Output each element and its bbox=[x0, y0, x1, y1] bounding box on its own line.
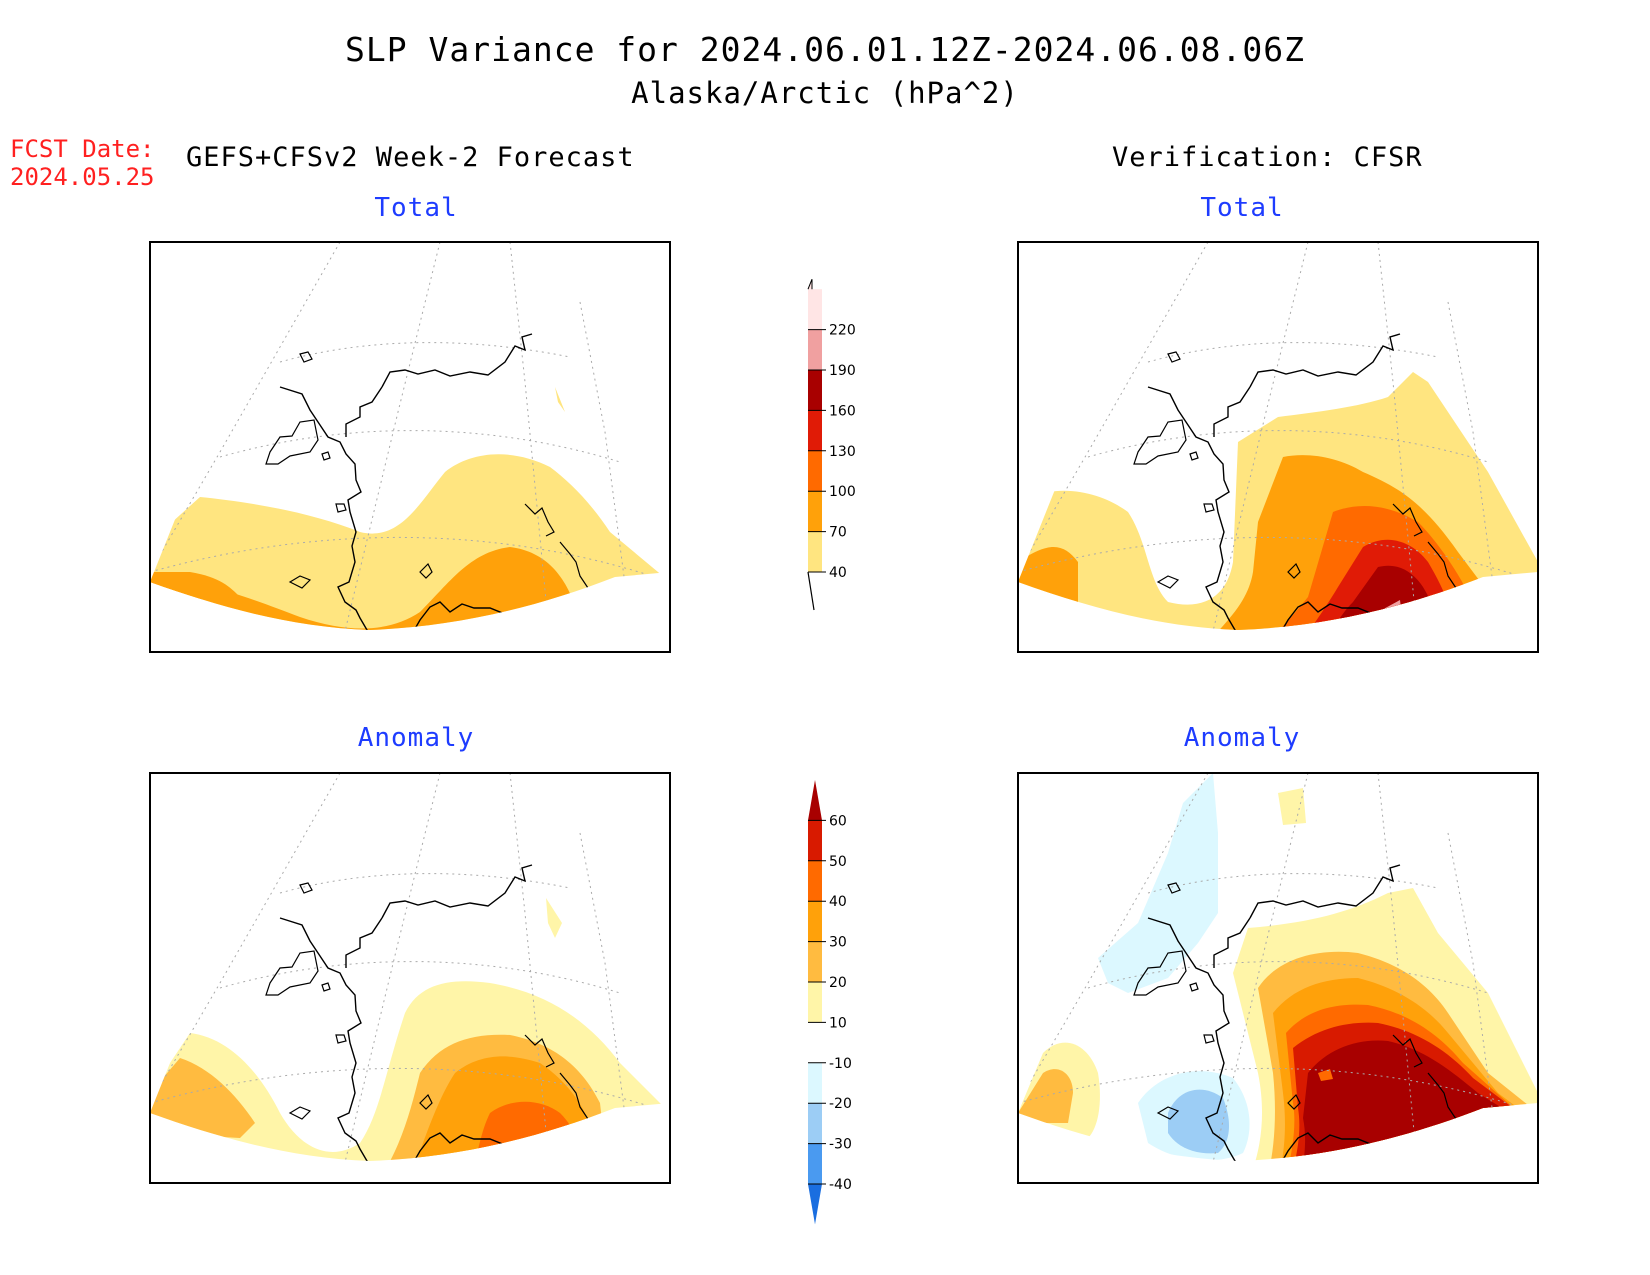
colorbar-tick-label: 220 bbox=[829, 323, 856, 339]
colorbar-segment bbox=[808, 1143, 822, 1184]
colorbar-tick-label: 60 bbox=[829, 813, 847, 829]
panel-frame bbox=[149, 241, 671, 653]
colorbar-segment bbox=[808, 491, 822, 532]
colorbar-segment bbox=[808, 329, 822, 370]
colorbar-total: 40 70 100 130 160 190 220 bbox=[807, 279, 856, 611]
subtitle-bottom-left: Anomaly bbox=[357, 723, 475, 753]
colorbar-upper-tip bbox=[807, 279, 813, 290]
colorbar-tick-label: -30 bbox=[829, 1137, 852, 1153]
colorbar-segment bbox=[808, 901, 822, 942]
colorbar-segment bbox=[808, 410, 822, 451]
subtitle-bottom-right: Anomaly bbox=[1183, 723, 1301, 753]
map-panel-verification-anomaly bbox=[1017, 772, 1539, 1184]
colorbar-segment bbox=[808, 450, 822, 492]
subtitle-top-left: Total bbox=[374, 193, 458, 223]
colorbar-tick-label: 130 bbox=[829, 444, 856, 460]
colorbar-tick-label: 100 bbox=[829, 484, 856, 500]
panel-frame bbox=[1017, 772, 1539, 1184]
colorbar-tick-label: 40 bbox=[829, 894, 847, 910]
colorbar-tick-label: 20 bbox=[829, 975, 847, 991]
verification-header: Verification: CFSR bbox=[1112, 142, 1423, 173]
colorbar-upper-arrow bbox=[808, 780, 822, 821]
colorbar-tick-label: -10 bbox=[829, 1056, 852, 1072]
colorbar-segment bbox=[808, 1062, 822, 1104]
colorbar-tick-label: 70 bbox=[829, 525, 847, 541]
figure-title-line2: Alaska/Arctic (hPa^2) bbox=[631, 76, 1019, 110]
colorbar-tick-label: 160 bbox=[829, 403, 856, 419]
colorbar-segment bbox=[808, 820, 822, 861]
forecast-header: GEFS+CFSv2 Week-2 Forecast bbox=[186, 142, 635, 173]
colorbar-segment bbox=[808, 1103, 822, 1144]
colorbar-segment bbox=[808, 982, 822, 1023]
colorbar-tick-label: -40 bbox=[829, 1177, 852, 1193]
colorbar-tick-label: 190 bbox=[829, 363, 856, 379]
colorbar-tick-label: 30 bbox=[829, 935, 847, 951]
fcst-date-label: FCST Date: bbox=[10, 135, 155, 163]
map-panel-verification-total bbox=[1017, 241, 1539, 653]
colorbar-lower-arrow bbox=[808, 1184, 822, 1225]
colorbar-segment bbox=[808, 531, 822, 572]
figure-title-line1: SLP Variance for 2024.06.01.12Z-2024.06.… bbox=[345, 30, 1305, 69]
colorbar-tick-label: 40 bbox=[829, 565, 847, 581]
colorbar-anomaly: -40 -30 -20 -10 10 20 30 40 50 60 bbox=[808, 780, 852, 1225]
colorbar-segment bbox=[808, 860, 822, 902]
colorbar-segment bbox=[808, 1022, 822, 1063]
map-panel-forecast-total bbox=[149, 241, 671, 653]
colorbar-tick-label: 50 bbox=[829, 854, 847, 870]
colorbar-tick-label: 10 bbox=[829, 1015, 847, 1031]
fcst-date-value: 2024.05.25 bbox=[10, 163, 155, 191]
colorbar-lower-tail bbox=[807, 571, 815, 611]
subtitle-top-right: Total bbox=[1200, 193, 1284, 223]
colorbar-segment bbox=[808, 370, 822, 411]
colorbar-segment bbox=[808, 941, 822, 982]
colorbar-tick-label: -20 bbox=[829, 1096, 852, 1112]
panel-frame bbox=[149, 772, 671, 1184]
panel-frame bbox=[1017, 241, 1539, 653]
colorbar-segment bbox=[808, 289, 822, 330]
map-panel-forecast-anomaly bbox=[149, 772, 671, 1184]
